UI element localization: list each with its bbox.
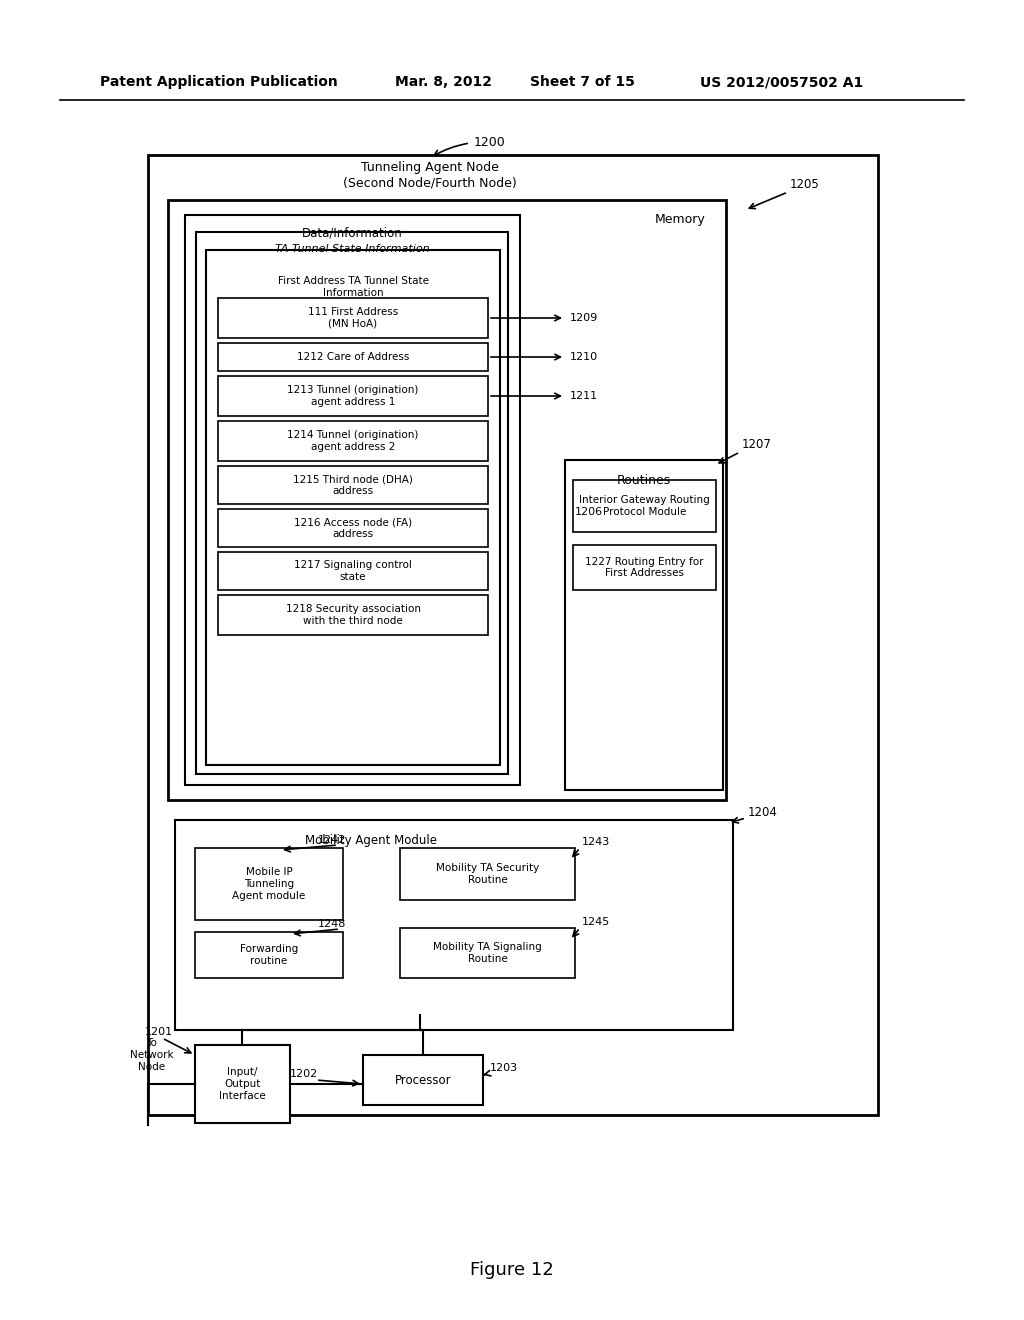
Text: Sheet 7 of 15: Sheet 7 of 15: [530, 75, 635, 88]
Text: 1214 Tunnel (origination)
agent address 2: 1214 Tunnel (origination) agent address …: [288, 430, 419, 451]
Bar: [218, 376, 488, 416]
Text: 1213 Tunnel (origination)
agent address 1: 1213 Tunnel (origination) agent address …: [288, 385, 419, 407]
Text: Processor: Processor: [394, 1073, 452, 1086]
Bar: [218, 298, 488, 338]
Text: 1207: 1207: [742, 438, 772, 451]
Bar: [175, 820, 733, 1030]
Text: Data/Information: Data/Information: [302, 227, 402, 240]
Text: Patent Application Publication: Patent Application Publication: [100, 75, 338, 88]
Text: 1201: 1201: [145, 1027, 173, 1038]
Bar: [218, 510, 488, 546]
Bar: [218, 595, 488, 635]
Text: Figure 12: Figure 12: [470, 1261, 554, 1279]
Text: 1205: 1205: [790, 178, 820, 191]
Text: 1218 Security association
with the third node: 1218 Security association with the third…: [286, 605, 421, 626]
Text: Input/
Output
Interface: Input/ Output Interface: [219, 1068, 266, 1101]
Text: Routines: Routines: [616, 474, 671, 487]
Text: 1203: 1203: [490, 1063, 518, 1073]
Bar: [218, 552, 488, 590]
Text: 1210: 1210: [570, 352, 598, 362]
Text: 1204: 1204: [748, 805, 778, 818]
Bar: [168, 201, 726, 800]
Bar: [400, 847, 575, 900]
Text: Mobile IP
Tunneling
Agent module: Mobile IP Tunneling Agent module: [232, 867, 305, 900]
Text: 1217 Signaling control
state: 1217 Signaling control state: [294, 560, 412, 582]
Text: Tunneling Agent Node
(Second Node/Fourth Node): Tunneling Agent Node (Second Node/Fourth…: [343, 161, 517, 189]
Text: 111 First Address
(MN HoA): 111 First Address (MN HoA): [308, 308, 398, 329]
Bar: [195, 847, 343, 920]
Text: 1227 Routing Entry for
First Addresses: 1227 Routing Entry for First Addresses: [586, 557, 703, 578]
Text: 1200: 1200: [474, 136, 506, 149]
Text: 1211: 1211: [570, 391, 598, 401]
Text: 1212 Care of Address: 1212 Care of Address: [297, 352, 410, 362]
Text: 1215 Third node (DHA)
address: 1215 Third node (DHA) address: [293, 474, 413, 496]
Bar: [206, 249, 500, 766]
Text: 1242: 1242: [318, 836, 346, 845]
Text: 1216 Access node (FA)
address: 1216 Access node (FA) address: [294, 517, 412, 539]
Bar: [148, 154, 878, 1115]
Bar: [218, 343, 488, 371]
Bar: [362, 1055, 483, 1105]
Text: 1206: 1206: [575, 507, 603, 517]
Bar: [565, 459, 723, 789]
Bar: [218, 421, 488, 461]
Bar: [185, 215, 520, 785]
Text: 1202: 1202: [290, 1069, 318, 1078]
Text: First Address TA Tunnel State
Information: First Address TA Tunnel State Informatio…: [278, 276, 428, 297]
Text: 1209: 1209: [570, 313, 598, 323]
Text: US 2012/0057502 A1: US 2012/0057502 A1: [700, 75, 863, 88]
Text: 1245: 1245: [582, 917, 610, 927]
Bar: [218, 466, 488, 504]
Text: Memory: Memory: [654, 214, 706, 227]
Bar: [195, 1045, 290, 1123]
Bar: [400, 928, 575, 978]
Bar: [573, 480, 716, 532]
Text: Mobility TA Security
Routine: Mobility TA Security Routine: [436, 863, 539, 884]
Text: Forwarding
routine: Forwarding routine: [240, 944, 298, 966]
Text: TA Tunnel State Information: TA Tunnel State Information: [274, 244, 429, 253]
Text: Interior Gateway Routing
Protocol Module: Interior Gateway Routing Protocol Module: [580, 495, 710, 517]
Text: To
Network
Node: To Network Node: [130, 1039, 174, 1072]
Text: Mobility TA Signaling
Routine: Mobility TA Signaling Routine: [433, 942, 542, 964]
Text: 1248: 1248: [318, 919, 346, 929]
Bar: [195, 932, 343, 978]
Text: Mar. 8, 2012: Mar. 8, 2012: [395, 75, 492, 88]
Bar: [196, 232, 508, 774]
Text: Mobility Agent Module: Mobility Agent Module: [305, 834, 437, 847]
Bar: [573, 545, 716, 590]
Text: 1243: 1243: [582, 837, 610, 847]
